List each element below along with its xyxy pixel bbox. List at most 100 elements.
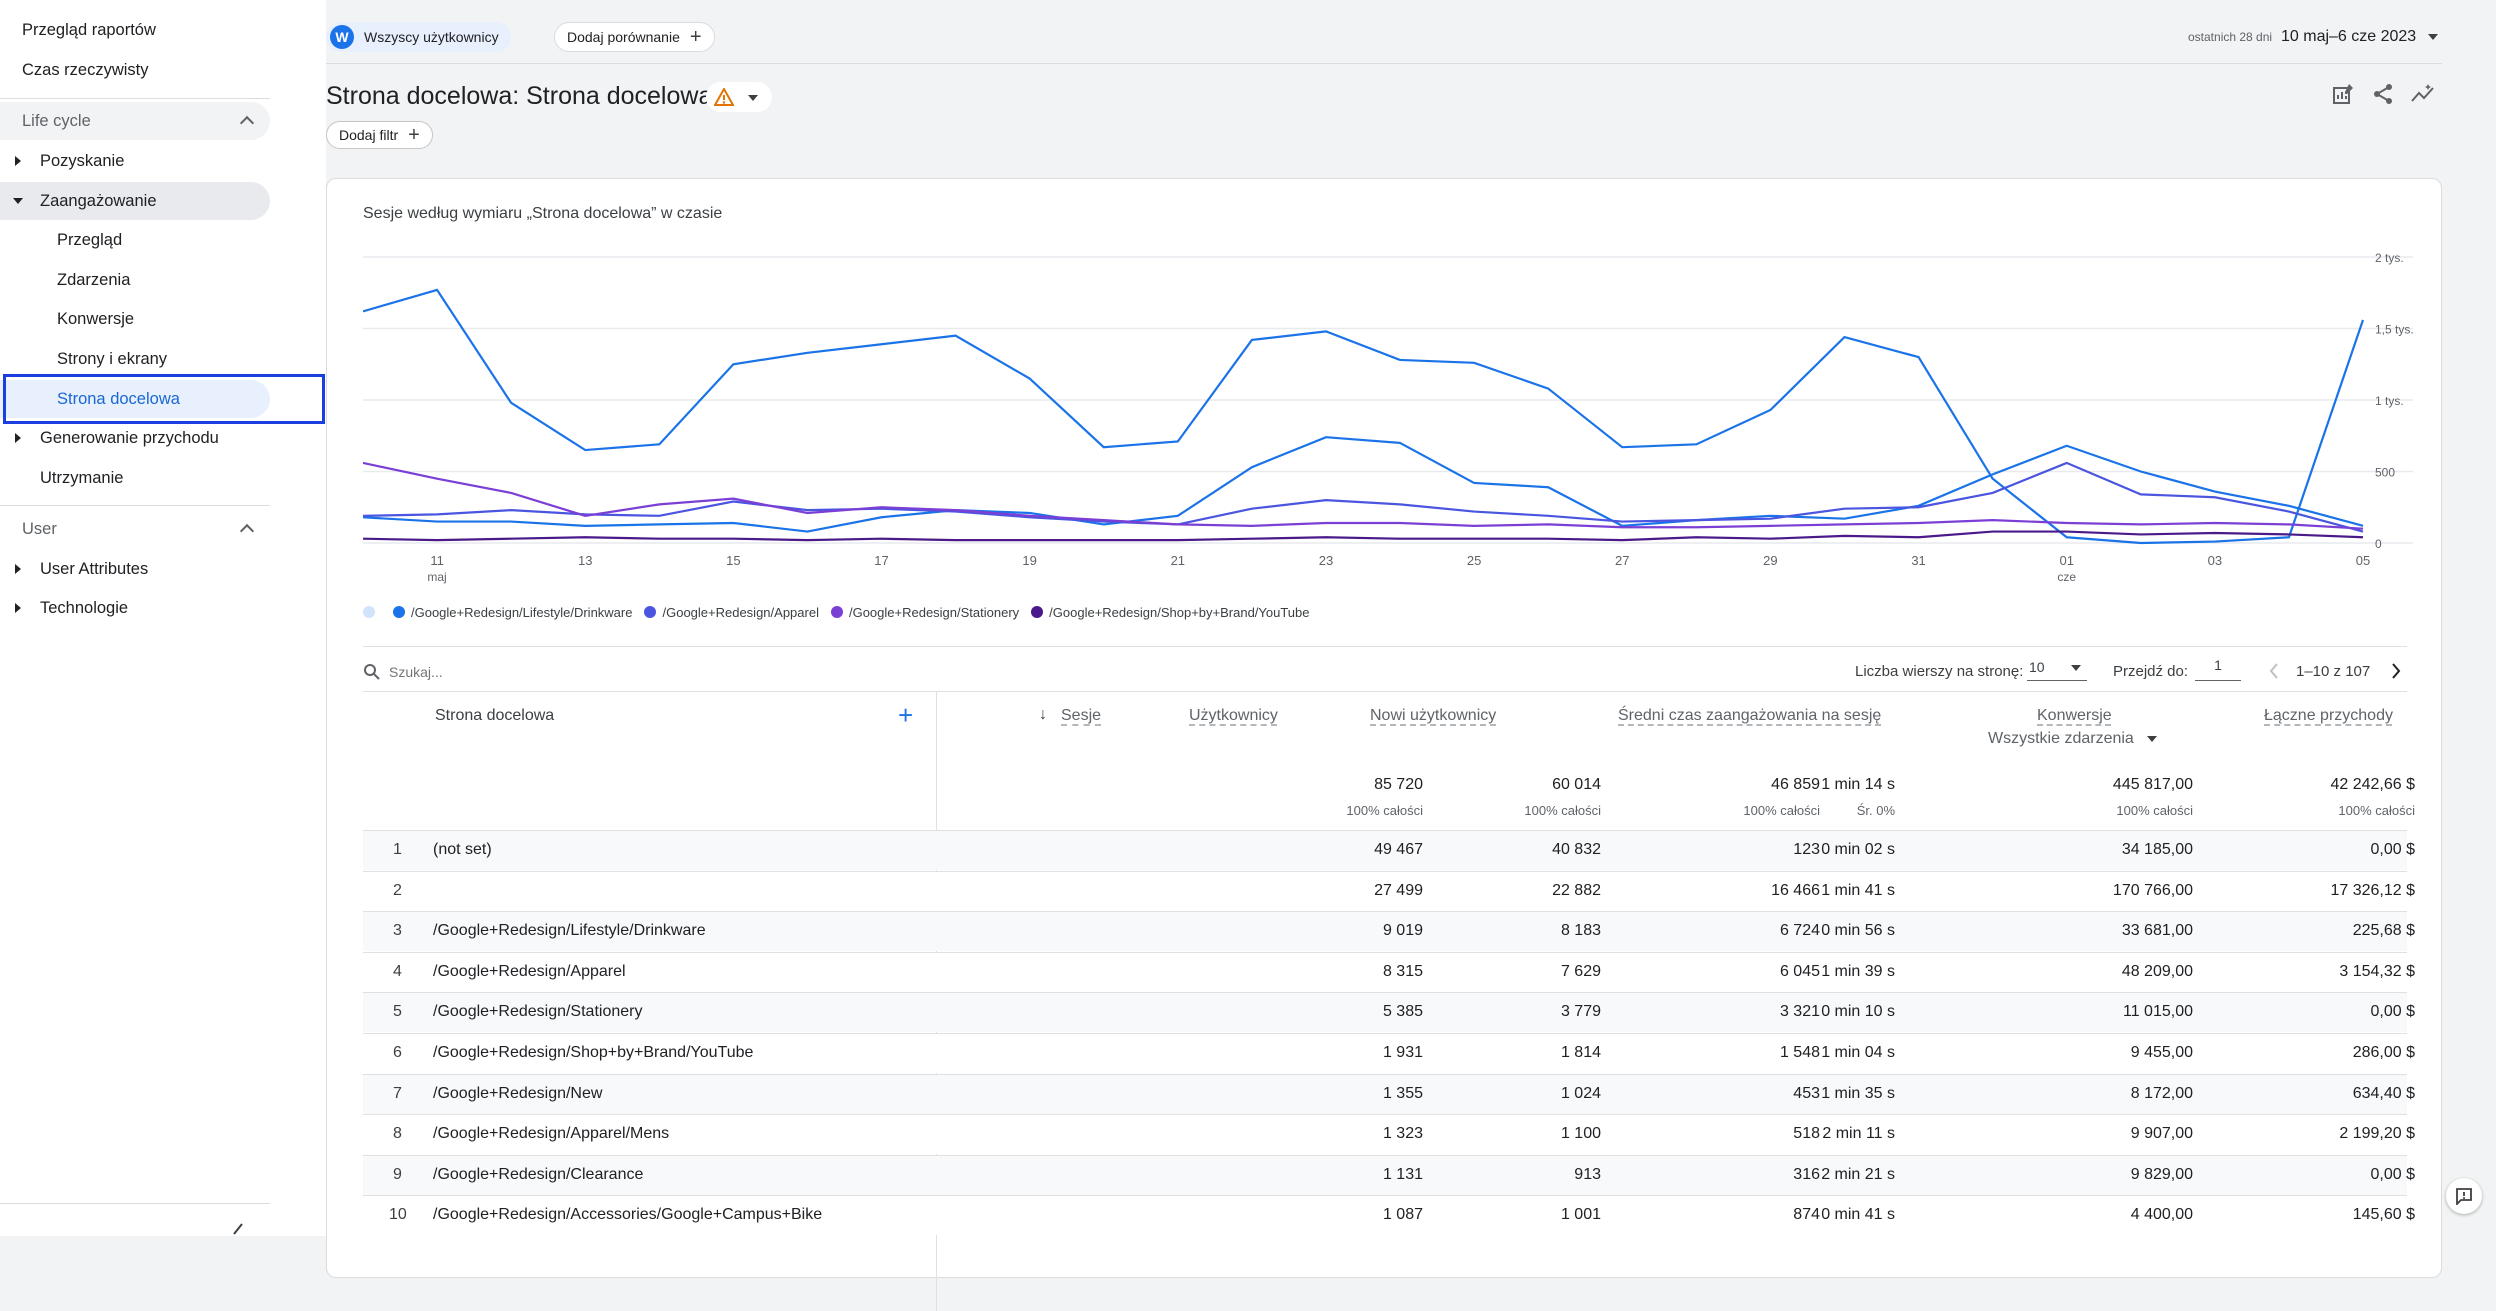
row-landing-page[interactable]: /Google+Redesign/Lifestyle/Drinkware [433, 922, 706, 940]
series-line-1[interactable] [363, 436, 2364, 533]
table-row[interactable] [363, 830, 2407, 870]
nav-engagement-overview[interactable]: Przegląd [0, 221, 270, 259]
cell-avg-engagement: 0 min 02 s [1821, 841, 1895, 858]
next-page-icon[interactable] [2389, 661, 2403, 681]
nav-realtime[interactable]: Czas rzeczywisty [0, 51, 270, 89]
col-header-new-users[interactable]: Nowi użytkownicy [1370, 707, 1497, 724]
row-landing-page[interactable]: /Google+Redesign/Stationery [433, 1003, 643, 1021]
nav-acquisition[interactable]: Pozyskanie [0, 142, 270, 180]
row-landing-page[interactable]: /Google+Redesign/Apparel/Mens [433, 1125, 670, 1143]
add-comparison-button[interactable]: Dodaj porównanie + [554, 22, 715, 52]
series-line-2[interactable] [363, 461, 2364, 533]
nav-label: Technologie [40, 598, 129, 617]
col-header-users[interactable]: Użytkownicy [1189, 707, 1278, 724]
x-tick-label: 05 [2356, 553, 2370, 568]
table-row[interactable] [363, 1114, 2407, 1155]
nav-landing-page[interactable]: Strona docelowa [0, 380, 270, 418]
section-user[interactable]: User [0, 510, 270, 548]
table-row[interactable] [363, 992, 2407, 1033]
nav-engagement[interactable]: Zaangażowanie [0, 182, 270, 220]
divider [0, 98, 270, 99]
legend-item[interactable]: /Google+Redesign/Lifestyle/Drinkware [393, 605, 632, 620]
feedback-button[interactable] [2446, 1178, 2482, 1214]
cell-conversions: 4 400,00 [2130, 1206, 2193, 1224]
prev-page-icon[interactable] [2267, 661, 2281, 681]
nav-events[interactable]: Zdarzenia [0, 261, 270, 299]
col-header-avg-engagement[interactable]: Średni czas zaangażowania na sesję [1618, 707, 1882, 724]
date-dropdown-icon[interactable] [2428, 34, 2438, 40]
table-row[interactable] [363, 911, 2407, 952]
section-lifecycle[interactable]: Life cycle [0, 102, 270, 140]
rows-per-page-select[interactable]: 10 [2027, 657, 2087, 681]
table-row[interactable] [363, 1033, 2407, 1073]
row-landing-page[interactable]: /Google+Redesign/Shop+by+Brand/YouTube [433, 1044, 754, 1061]
cell-conversions: 48 209,00 [2121, 962, 2193, 980]
warning-chip[interactable] [706, 82, 772, 112]
caret-down-icon [2071, 665, 2081, 671]
table-row[interactable] [363, 870, 2407, 911]
feedback-icon [2456, 1188, 2472, 1205]
x-tick-label: 13 [578, 553, 592, 568]
x-tick-label: 21 [1171, 553, 1185, 568]
col-header-sessions[interactable]: Sesje [1061, 707, 1102, 724]
legend-item[interactable] [363, 606, 381, 618]
table-row[interactable] [363, 1154, 2407, 1195]
legend-item[interactable]: /Google+Redesign/Shop+by+Brand/YouTube [1031, 605, 1310, 620]
date-range[interactable]: 10 maj–6 cze 2023 [2281, 28, 2417, 45]
table-row[interactable] [363, 1073, 2407, 1114]
caret-down-icon[interactable] [2147, 736, 2157, 742]
search-input[interactable] [389, 659, 689, 685]
date-caption: ostatnich 28 dni [2188, 30, 2273, 44]
series-line-0[interactable] [363, 288, 2365, 545]
cell-avg-engagement: 1 min 04 s [1821, 1044, 1895, 1061]
cell-users: 1 100 [1560, 1125, 1601, 1143]
nav-label: Strona docelowa [57, 389, 180, 408]
row-landing-page[interactable]: /Google+Redesign/Clearance [433, 1165, 644, 1183]
series-line-3[interactable] [363, 461, 2364, 530]
row-landing-page[interactable]: (not set) [433, 841, 492, 858]
table-row[interactable] [363, 1195, 2407, 1236]
cell-conversions: 9 455,00 [2130, 1044, 2193, 1061]
conversion-event-select[interactable]: Wszystkie zdarzenia [1988, 730, 2134, 747]
plus-icon: + [689, 25, 702, 48]
total-users: 60 014 [1552, 776, 1601, 793]
share-icon[interactable] [2367, 78, 2399, 110]
nav-user-attributes[interactable]: User Attributes [0, 550, 270, 588]
caret-right-icon [15, 433, 21, 443]
dimension-header[interactable]: Strona docelowa [435, 707, 555, 724]
legend-item[interactable]: /Google+Redesign/Stationery [830, 605, 1019, 620]
row-landing-page[interactable]: /Google+Redesign/New [433, 1084, 603, 1102]
caret-right-icon [15, 564, 21, 574]
nav-conversions[interactable]: Konwersje [0, 300, 270, 338]
cell-sessions: 1 131 [1382, 1165, 1423, 1183]
series-line-4[interactable] [363, 530, 2364, 542]
x-tick-label: 01 [2059, 553, 2073, 568]
nav-retention[interactable]: Utrzymanie [0, 459, 270, 497]
nav-reports-snapshot[interactable]: Przegląd raportów [0, 11, 270, 49]
search-icon [364, 664, 380, 680]
y-tick-label: 0 [2375, 537, 2382, 551]
nav-monetization[interactable]: Generowanie przychodu [0, 419, 270, 457]
collapse-icon[interactable] [230, 1222, 250, 1236]
nav-pages-screens[interactable]: Strony i ekrany [0, 340, 270, 378]
segment-chip[interactable]: W Wszyscy użytkownicy [326, 22, 511, 52]
cell-users: 22 882 [1552, 881, 1601, 899]
row-index: 4 [393, 962, 402, 980]
col-header-revenue[interactable]: Łączne przychody [2264, 707, 2393, 724]
row-landing-page[interactable]: /Google+Redesign/Apparel [433, 962, 626, 980]
goto-input[interactable]: 1 [2195, 657, 2241, 681]
add-dimension-icon[interactable]: + [898, 700, 914, 730]
cell-avg-engagement: 0 min 10 s [1821, 1003, 1895, 1021]
table-row[interactable] [363, 951, 2407, 992]
add-filter-button[interactable]: Dodaj filtr + [326, 121, 433, 149]
customize-report-icon[interactable] [2327, 78, 2359, 110]
col-header-conversions[interactable]: Konwersje [2037, 707, 2112, 724]
cell-new-users: 3 321 [1779, 1003, 1820, 1021]
section-label: User [22, 519, 57, 538]
nav-tech[interactable]: Technologie [0, 589, 270, 627]
cell-revenue: 0,00 $ [2370, 1165, 2415, 1183]
row-landing-page[interactable]: /Google+Redesign/Accessories/Google+Camp… [433, 1206, 823, 1224]
legend-item[interactable]: /Google+Redesign/Apparel [644, 605, 819, 620]
rows-per-page-value: 10 [2029, 659, 2045, 675]
insights-icon[interactable] [2407, 78, 2439, 110]
